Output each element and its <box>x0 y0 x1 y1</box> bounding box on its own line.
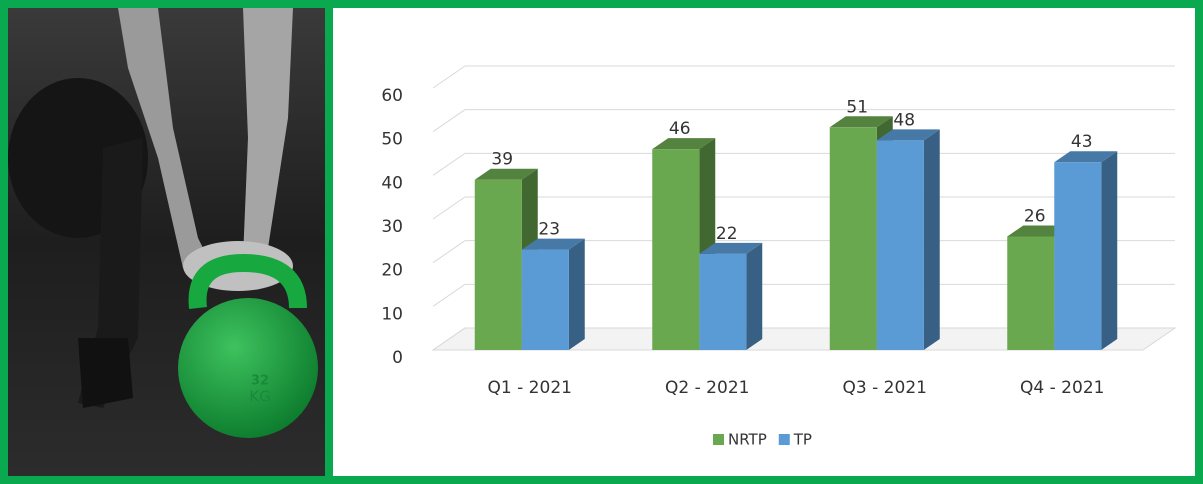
y-tick-label: 30 <box>381 217 403 237</box>
bar-top <box>1054 151 1118 163</box>
arm <box>243 8 293 258</box>
grid-line <box>432 109 1175 133</box>
y-tick-label: 50 <box>381 130 403 150</box>
value-label: 51 <box>846 97 868 117</box>
kettlebell-text: 32 <box>251 374 269 389</box>
legend-label: NRTP <box>728 431 767 449</box>
bar-side <box>568 238 585 350</box>
bar-front <box>1007 236 1055 350</box>
bar <box>699 242 763 350</box>
bar-front <box>829 127 877 350</box>
value-label: 26 <box>1024 206 1046 226</box>
bar <box>1054 151 1118 350</box>
kettlebell <box>178 298 318 438</box>
y-tick-label: 60 <box>381 86 403 106</box>
y-tick-label: 20 <box>381 261 403 281</box>
chart: 0 10 20 30 40 50 60 Q1 - 2021 39 23 Q2 - 2021 46 22 Q… <box>333 8 1195 476</box>
kettlebell-handle <box>188 253 307 309</box>
bar-front <box>521 249 569 350</box>
value-label: 22 <box>716 224 738 244</box>
bar-side <box>923 129 940 350</box>
bar <box>521 238 585 350</box>
value-label: 39 <box>491 150 513 170</box>
bar-top <box>474 168 538 180</box>
bar-top <box>699 242 763 254</box>
x-tick-label: Q1 - 2021 <box>488 378 572 398</box>
shoe <box>78 338 133 408</box>
y-tick-label: 10 <box>381 304 403 324</box>
value-label: 23 <box>538 220 560 240</box>
grid-line <box>432 65 1175 89</box>
y-tick-label: 40 <box>381 173 403 193</box>
bar-top <box>652 138 716 150</box>
legend-swatch <box>778 434 790 445</box>
bar-top <box>829 116 893 128</box>
arm <box>118 8 208 268</box>
bar-front <box>652 149 700 350</box>
x-tick-label: Q4 - 2021 <box>1020 378 1104 398</box>
bar-top <box>521 238 585 250</box>
value-label: 46 <box>669 119 691 139</box>
bar-side <box>746 242 763 350</box>
kettlebell-text: KG <box>249 388 270 406</box>
bar-side <box>1101 151 1118 350</box>
bar-front <box>474 179 522 350</box>
photo: 32 KG <box>8 8 325 476</box>
value-label: 43 <box>1071 132 1093 152</box>
x-tick-label: Q2 - 2021 <box>665 378 749 398</box>
bar-front <box>1054 162 1102 350</box>
legend-label: TP <box>793 431 812 449</box>
y-tick-label: 0 <box>392 348 403 368</box>
bar-front <box>699 253 747 350</box>
bar <box>876 129 940 350</box>
bar-top <box>876 129 940 141</box>
value-label: 48 <box>893 110 915 130</box>
bar-front <box>876 140 924 350</box>
legend-swatch <box>713 434 724 445</box>
x-tick-label: Q3 - 2021 <box>843 378 927 398</box>
